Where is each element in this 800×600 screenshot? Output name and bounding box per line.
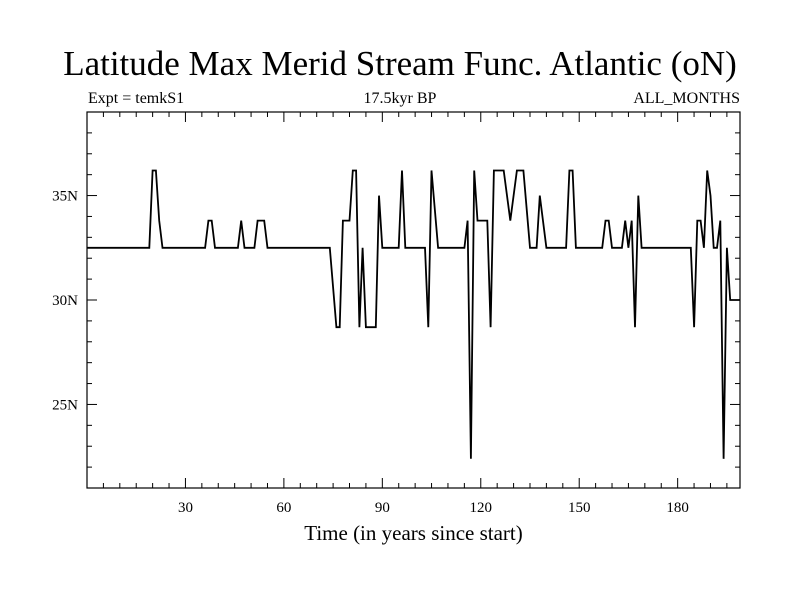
y-tick-label: 30N [52,293,78,309]
x-tick-label: 90 [375,500,390,516]
x-axis-label: Time (in years since start) [304,521,523,545]
plot-frame [86,111,741,489]
series-line [87,169,740,459]
period-label: 17.5kyr BP [363,90,437,107]
y-tick-label: 25N [52,397,78,413]
y-tick-label: 35N [52,189,78,205]
x-tick-label: 60 [276,500,291,516]
chart-title: Latitude Max Merid Stream Func. Atlantic… [63,44,737,83]
x-tick-label: 150 [568,500,591,516]
axis-ticks: 30 60 90 120 150 180 25N 30N 35N [52,111,740,516]
experiment-label: Expt = temkS1 [88,90,185,107]
x-tick-label: 30 [178,500,193,516]
x-tick-label: 180 [666,500,689,516]
x-tick-label: 120 [470,500,493,516]
months-label: ALL_MONTHS [633,90,740,107]
